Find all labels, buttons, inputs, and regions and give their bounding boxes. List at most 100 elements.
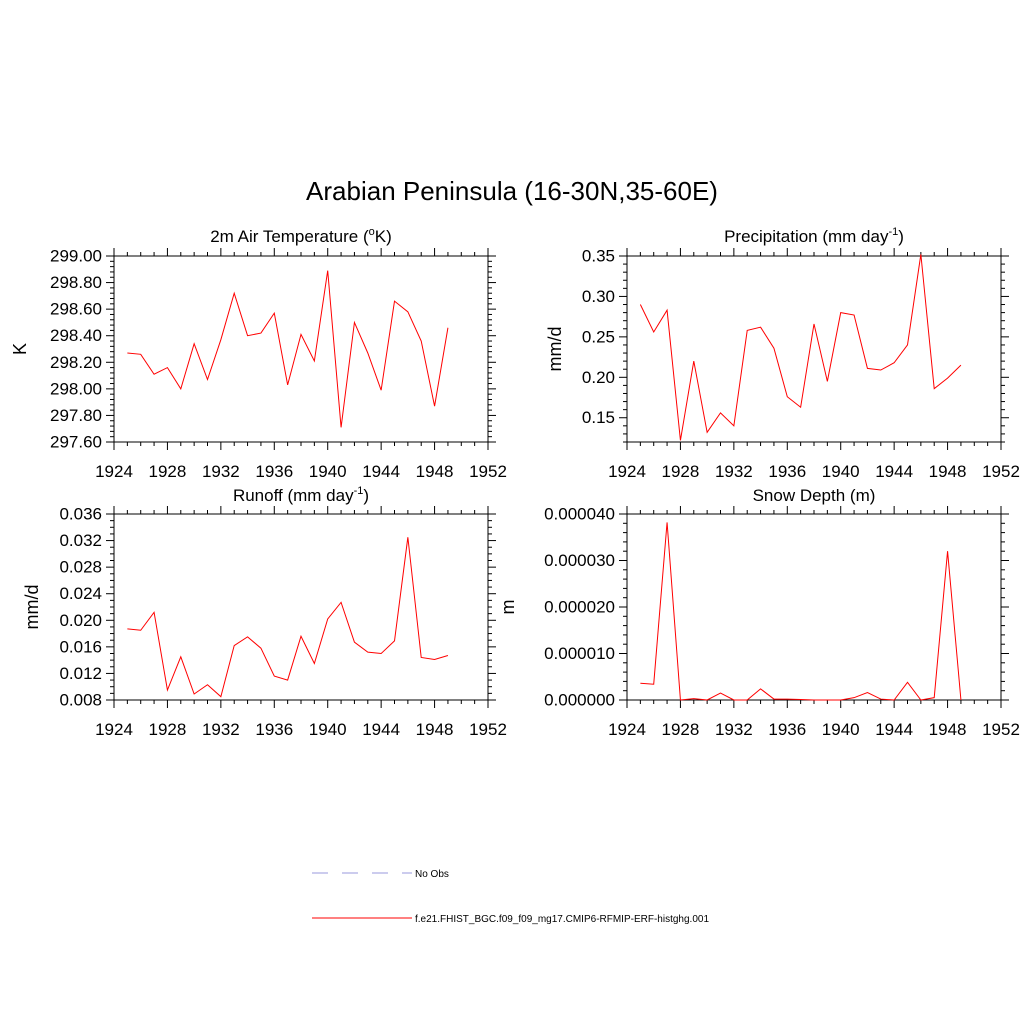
- temperature-data-point: [220, 339, 221, 340]
- temperature-data-point: [194, 343, 195, 344]
- precipitation-data-point: [693, 361, 694, 362]
- precipitation-data-point: [827, 381, 828, 382]
- snow-depth-xtick-label: 1940: [822, 720, 860, 739]
- runoff-xtick-label: 1936: [255, 720, 293, 739]
- snow-depth-ylabel: m: [498, 600, 518, 615]
- temperature-ylabel: K: [10, 343, 30, 355]
- precipitation-data-point: [894, 362, 895, 363]
- runoff-xtick-label: 1948: [416, 720, 454, 739]
- runoff-data-point: [314, 663, 315, 664]
- snow-depth-data-point: [827, 699, 828, 700]
- temperature-title: 2m Air Temperature (oK): [210, 226, 392, 246]
- runoff-ytick-label: 0.016: [59, 637, 102, 656]
- runoff-title: Runoff (mm day-1): [233, 485, 369, 505]
- snow-depth-data-point: [640, 683, 641, 684]
- temperature-ytick-label: 299.00: [50, 247, 102, 266]
- precipitation-ytick-label: 0.20: [582, 368, 615, 387]
- panel-precipitation: Precipitation (mm day-1) mm/d 1924 1928 1932…: [545, 226, 1020, 481]
- precipitation-data-point: [773, 348, 774, 349]
- runoff-ylabel: mm/d: [22, 585, 42, 630]
- temperature-ytick-label: 297.60: [50, 433, 102, 452]
- runoff-data-point: [367, 652, 368, 653]
- precipitation-xtick-label: 1924: [608, 462, 646, 481]
- snow-depth-data-point: [733, 699, 734, 700]
- snow-depth-series-line: [640, 522, 962, 701]
- figure-title: Arabian Peninsula (16-30N,35-60E): [306, 176, 718, 206]
- runoff-data-point: [140, 630, 141, 631]
- runoff-data-point: [327, 618, 328, 619]
- precipitation-xtick-label: 1944: [875, 462, 913, 481]
- temperature-xtick-label: 1924: [95, 462, 133, 481]
- snow-depth-xtick-label: 1928: [662, 720, 700, 739]
- runoff-ytick-label: 0.020: [59, 611, 102, 630]
- precipitation-ytick-label: 0.25: [582, 327, 615, 346]
- runoff-data-point: [194, 693, 195, 694]
- legend: No Obs f.e21.FHIST_BGC.f09_f09_mg17.CMIP…: [312, 869, 709, 925]
- runoff-data-point: [300, 636, 301, 637]
- snow-depth-xtick-label: 1948: [929, 720, 967, 739]
- snow-depth-data-point: [907, 682, 908, 683]
- runoff-data-point: [354, 642, 355, 643]
- precipitation-xtick-label: 1932: [715, 462, 753, 481]
- runoff-data-point: [180, 656, 181, 657]
- temperature-data-point: [274, 313, 275, 314]
- snow-depth-data-point: [787, 698, 788, 699]
- runoff-xtick-label: 1944: [362, 720, 400, 739]
- precipitation-data-point: [800, 407, 801, 408]
- temperature-xtick-label: 1948: [416, 462, 454, 481]
- temperature-series-line: [127, 270, 449, 428]
- temperature-ytick-label: 298.00: [50, 379, 102, 398]
- snow-depth-ytick-label: 0.000010: [544, 644, 615, 663]
- snow-depth-ytick-label: 0.000020: [544, 598, 615, 617]
- precipitation-data-point: [760, 327, 761, 328]
- snow-depth-xtick-label: 1924: [608, 720, 646, 739]
- panel-temperature: 2m Air Temperature (oK) K 1924 1928 1932 1936…: [10, 226, 507, 481]
- snow-depth-ytick-label: 0.000000: [544, 691, 615, 710]
- snow-depth-xtick-label: 1932: [715, 720, 753, 739]
- snow-depth-data-point: [707, 699, 708, 700]
- precipitation-xtick-label: 1928: [662, 462, 700, 481]
- snow-depth-data-point: [800, 699, 801, 700]
- snow-depth-ytick-label: 0.000040: [544, 505, 615, 524]
- snow-depth-data-point: [853, 697, 854, 698]
- legend-no-obs-label: No Obs: [415, 869, 449, 880]
- temperature-data-point: [207, 379, 208, 380]
- precipitation-data-point: [707, 432, 708, 433]
- temperature-data-point: [180, 388, 181, 389]
- legend-model-label: f.e21.FHIST_BGC.f09_f09_mg17.CMIP6-RFMIP…: [415, 914, 709, 925]
- runoff-data-point: [153, 612, 154, 613]
- runoff-xtick-label: 1952: [469, 720, 507, 739]
- snow-depth-xtick-label: 1952: [982, 720, 1020, 739]
- precipitation-data-point: [867, 368, 868, 369]
- runoff-data-point: [447, 655, 448, 656]
- precipitation-data-point: [787, 396, 788, 397]
- snow-depth-data-point: [947, 551, 948, 552]
- snow-depth-xtick-label: 1944: [875, 720, 913, 739]
- temperature-data-point: [421, 340, 422, 341]
- temperature-data-point: [153, 374, 154, 375]
- precipitation-data-point: [934, 388, 935, 389]
- precipitation-xtick-label: 1952: [982, 462, 1020, 481]
- precipitation-ytick-label: 0.30: [582, 287, 615, 306]
- snow-depth-data-point: [773, 698, 774, 699]
- snow-depth-data-point: [680, 699, 681, 700]
- precipitation-series-line: [639, 254, 962, 441]
- runoff-data-point: [207, 684, 208, 685]
- precipitation-data-point: [733, 425, 734, 426]
- temperature-data-point: [287, 384, 288, 385]
- snow-depth-data-point: [693, 698, 694, 699]
- snow-depth-data-point: [720, 692, 721, 693]
- runoff-data-point: [287, 679, 288, 680]
- precipitation-data-point: [666, 310, 667, 311]
- runoff-xtick-label: 1924: [95, 720, 133, 739]
- snow-depth-data-point: [867, 692, 868, 693]
- temperature-data-point: [314, 360, 315, 361]
- runoff-data-point: [127, 628, 128, 629]
- temperature-xtick-label: 1932: [202, 462, 240, 481]
- temperature-data-point: [127, 352, 128, 353]
- temperature-data-point: [434, 406, 435, 407]
- runoff-data-point: [247, 636, 248, 637]
- precipitation-data-point: [640, 304, 641, 305]
- precipitation-data-point: [853, 314, 854, 315]
- precipitation-data-point: [653, 331, 654, 332]
